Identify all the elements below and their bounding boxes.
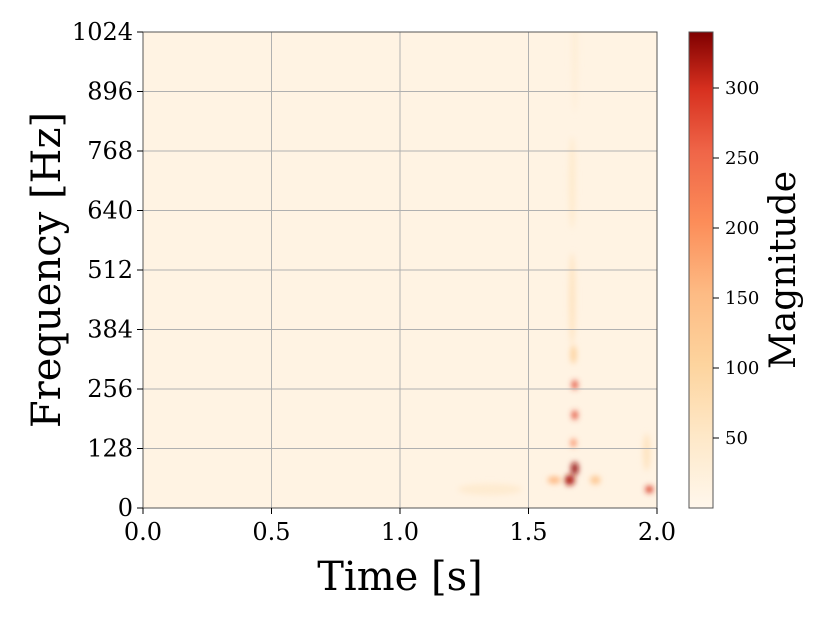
x-tick-label-1: 0.5: [252, 518, 290, 546]
heatmap-feature-8: [564, 474, 575, 486]
heatmap-feature-0: [571, 32, 578, 113]
y-tick-label-1: 128: [87, 435, 133, 463]
heatmap-feature-4: [571, 380, 578, 390]
x-tick-label-0: 0.0: [124, 518, 162, 546]
heatmap-feature-5: [571, 410, 578, 420]
heatmap-feature-7: [571, 461, 579, 475]
colorbar-tick-label-2: 150: [725, 288, 759, 309]
y-tick-label-6: 768: [87, 137, 133, 165]
y-axis-label: Frequency [Hz]: [24, 112, 70, 428]
y-tick-label-3: 384: [87, 316, 133, 344]
heatmap-layer: [457, 32, 654, 496]
x-tick-label-3: 1.5: [509, 518, 547, 546]
heatmap-feature-12: [645, 485, 654, 493]
y-axis: 0 128 256 384 512 640 768 896 1024: [72, 18, 143, 522]
y-tick-label-2: 256: [87, 375, 133, 403]
y-tick-label-5: 640: [87, 197, 133, 225]
colorbar-tick-label-1: 100: [725, 358, 759, 379]
x-axis: 0.0 0.5 1.0 1.5 2.0: [124, 508, 676, 546]
colorbar-tick-label-0: 50: [725, 428, 748, 449]
heatmap-feature-6: [570, 438, 577, 448]
colorbar: [688, 31, 714, 509]
y-tick-label-0: 0: [118, 494, 133, 522]
y-tick-label-8: 1024: [72, 18, 133, 46]
heatmap-feature-9: [547, 476, 561, 484]
x-tick-label-2: 1.0: [381, 518, 419, 546]
colorbar-tick-label-4: 250: [725, 148, 759, 169]
heatmap-feature-13: [642, 433, 651, 471]
heatmap-feature-1: [568, 136, 576, 230]
colorbar-tick-label-5: 300: [725, 78, 759, 99]
y-tick-label-7: 896: [87, 78, 133, 106]
colorbar-ticks: 50 100 150 200 250 300: [713, 78, 759, 449]
heatmap-feature-10: [590, 475, 601, 485]
colorbar-tick-label-3: 200: [725, 218, 759, 239]
x-tick-label-4: 2.0: [638, 518, 676, 546]
heatmap-feature-11: [457, 483, 523, 496]
heatmap-feature-2: [568, 252, 576, 346]
x-axis-label: Time [s]: [317, 554, 483, 600]
y-tick-label-4: 512: [87, 256, 133, 284]
heatmap-feature-3: [570, 345, 577, 364]
colorbar-label: Magnitude: [763, 171, 804, 369]
